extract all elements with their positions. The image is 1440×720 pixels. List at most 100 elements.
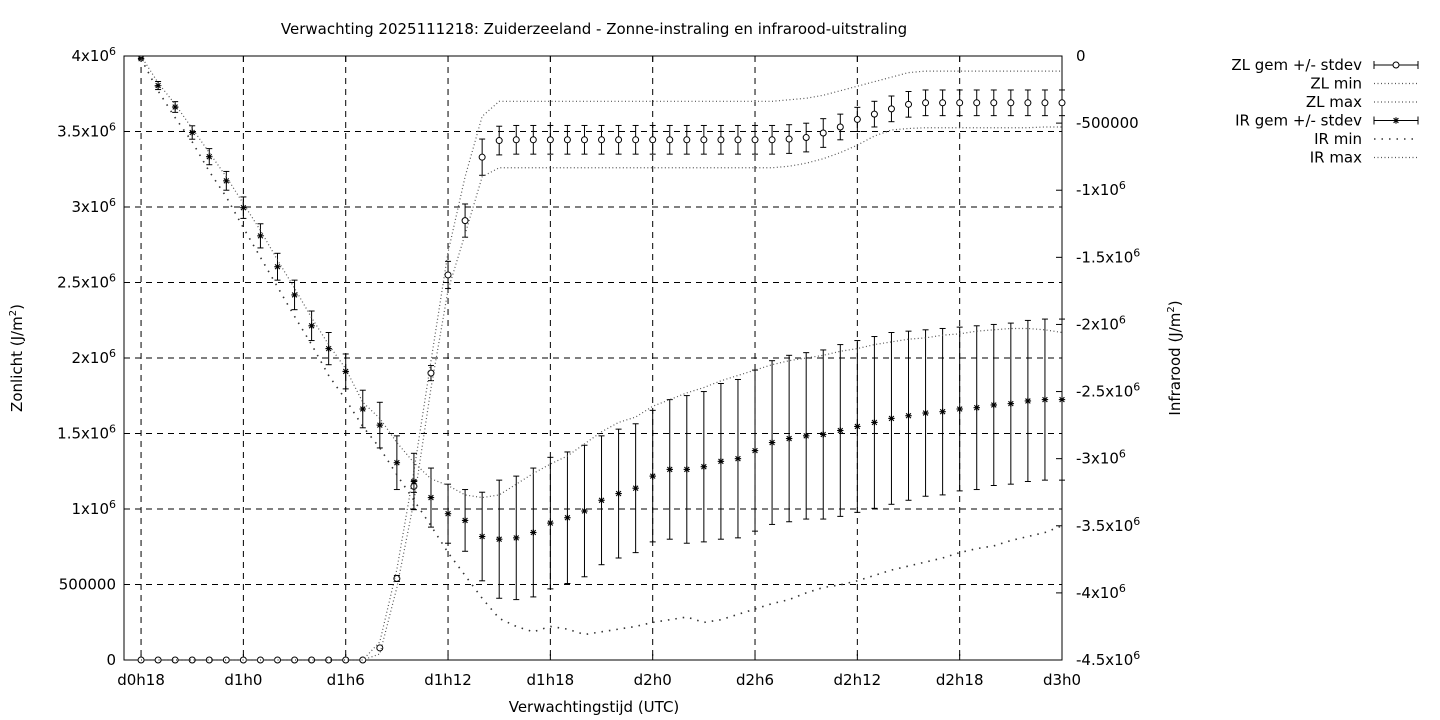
data-point (171, 101, 179, 113)
x-tick-label: d1h0 (224, 671, 262, 689)
data-point (734, 124, 742, 155)
data-point (1007, 322, 1015, 485)
data-point (939, 327, 946, 496)
y2-tick-label: -3.5x106 (1076, 515, 1140, 535)
x-tick-label: d3h0 (1043, 671, 1081, 689)
data-point (887, 95, 895, 123)
y2-tick-label: 0 (1076, 47, 1086, 65)
data-point (598, 435, 605, 566)
data-point (478, 138, 486, 176)
data-point (1041, 89, 1049, 117)
data-point (222, 656, 230, 664)
data-point (1024, 319, 1032, 482)
data-point (820, 349, 827, 520)
series-3 (137, 55, 1066, 601)
data-point (973, 325, 980, 491)
legend-item: IR min (1314, 130, 1418, 148)
y2-tick-label: -1x106 (1076, 179, 1126, 199)
series-5 (140, 55, 1063, 499)
data-point (751, 124, 759, 155)
legend-label: ZL gem +/- stdev (1231, 56, 1362, 74)
y2-tick-label: -1.5x106 (1076, 246, 1140, 266)
y-tick-label: 4x106 (71, 45, 116, 65)
data-point (478, 491, 486, 582)
legend-label: IR gem +/- stdev (1235, 112, 1362, 130)
data-point (359, 389, 366, 429)
axis-ticks: d0h18 d1h0 d1h6 d1h12 d1h18 d2h0 d2h6 d2h12 d2h1… (57, 45, 1140, 689)
y-tick-label: 0 (106, 651, 116, 669)
legend-item: IR gem +/- stdev (1235, 112, 1419, 130)
data-point (905, 90, 913, 118)
data-point (990, 89, 998, 117)
data-point (376, 401, 384, 449)
series-4 (140, 58, 1063, 636)
y-tick-label: 3x106 (71, 196, 116, 216)
series-2 (141, 70, 1062, 661)
data-point (461, 203, 469, 238)
y2-tick-label: -4.5x106 (1076, 649, 1140, 669)
data-point (529, 124, 537, 155)
data-point (291, 656, 299, 664)
data-point (308, 656, 316, 664)
data-point (1007, 89, 1015, 117)
data-point (717, 124, 725, 155)
data-point (1041, 318, 1049, 481)
series-line (141, 70, 1062, 661)
data-point (717, 383, 725, 540)
data-point (1024, 89, 1032, 117)
x-tick-label: d2h18 (936, 671, 984, 689)
data-point (615, 124, 623, 155)
x-tick-label: d2h0 (634, 671, 672, 689)
data-point (615, 428, 622, 559)
data-point (632, 124, 640, 155)
data-point (973, 89, 981, 117)
series-0 (137, 89, 1066, 664)
data-point (189, 125, 196, 140)
data-point (888, 331, 895, 505)
legend-label: IR min (1314, 130, 1362, 148)
data-point (530, 467, 537, 598)
data-point (342, 353, 349, 390)
data-point (922, 329, 929, 497)
y-tick-label: 2.5x106 (57, 272, 116, 292)
data-point (223, 170, 230, 191)
data-point (870, 100, 878, 128)
data-point (359, 656, 367, 664)
data-point (1058, 89, 1066, 117)
data-point (171, 656, 179, 664)
series-line (140, 58, 1063, 636)
data-point (461, 489, 469, 552)
data-point (188, 656, 196, 664)
data-point (205, 656, 213, 664)
legend-label: IR max (1310, 149, 1362, 167)
data-point (939, 89, 947, 117)
data-point (495, 125, 503, 156)
data-point (325, 656, 333, 664)
data-point (837, 344, 844, 517)
data-point (273, 656, 281, 664)
y-tick-label: 2x106 (71, 347, 116, 367)
y-tick-label: 1x106 (71, 498, 116, 518)
y2-tick-label: -2x106 (1076, 313, 1126, 333)
data-point (444, 483, 452, 544)
y2-tick-label: -2.5x106 (1076, 381, 1140, 401)
data-point (427, 467, 435, 528)
data-point (393, 435, 401, 491)
data-point (836, 113, 844, 141)
legend-item: ZL max (1306, 93, 1418, 111)
data-point (1058, 318, 1066, 481)
data-point (819, 118, 827, 148)
data-point (956, 89, 964, 117)
legend-item: ZL gem +/- stdev (1231, 56, 1419, 74)
data-point (802, 122, 810, 153)
data-point (666, 124, 674, 155)
data-point (496, 479, 503, 599)
data-point (546, 124, 554, 155)
data-point (649, 124, 657, 155)
y2-tick-label: -4x106 (1076, 582, 1126, 602)
x-tick-label: d1h18 (527, 671, 575, 689)
y-tick-label: 1.5x106 (57, 423, 116, 443)
series (137, 55, 1066, 664)
